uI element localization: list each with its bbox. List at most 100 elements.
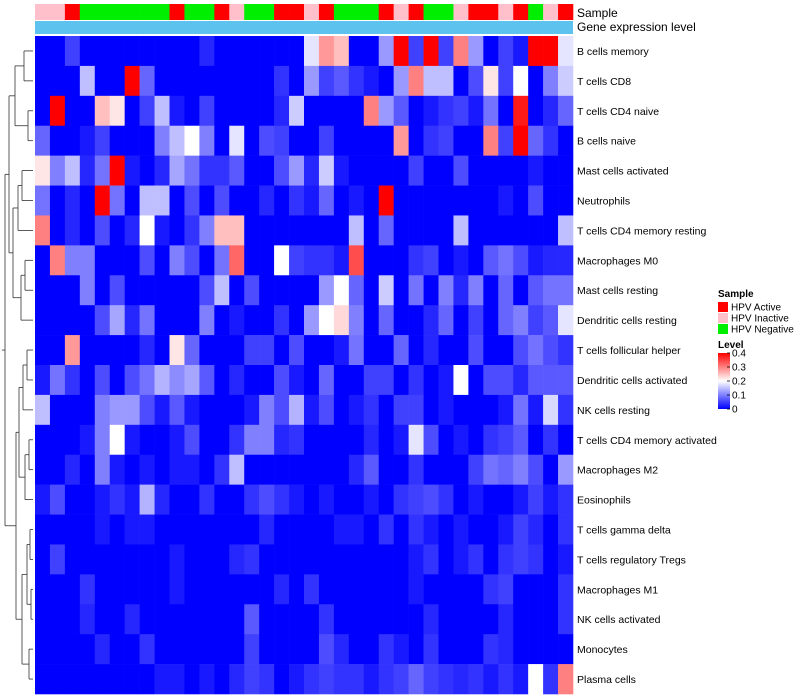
heatmap-cell	[154, 365, 170, 396]
heatmap-cell	[363, 484, 380, 515]
heatmap-cell	[64, 394, 81, 426]
heatmap-cell	[244, 634, 260, 665]
heatmap-cell	[438, 424, 454, 456]
heatmap-cell	[393, 454, 409, 485]
heatmap-cell	[139, 245, 155, 276]
heatmap-cell	[259, 185, 275, 216]
heatmap-cell	[453, 664, 469, 695]
heatmap-cell	[259, 424, 275, 456]
heatmap-cell	[94, 454, 111, 485]
sample-annotation-cell	[393, 4, 409, 20]
heatmap-cell	[318, 36, 335, 67]
heatmap-cell	[543, 634, 559, 665]
heatmap-cell	[348, 305, 365, 336]
heatmap-cell	[259, 95, 275, 127]
heatmap-cell	[318, 185, 335, 216]
heatmap-cell	[259, 275, 275, 306]
sample-annotation-cell	[363, 4, 380, 20]
heatmap-cell	[438, 65, 454, 97]
heatmap-cell	[109, 95, 125, 127]
heatmap-cell	[139, 335, 155, 366]
heatmap-cell	[64, 634, 81, 665]
heatmap-cell	[528, 484, 544, 515]
heatmap-cell	[468, 394, 484, 426]
heatmap-cell	[513, 544, 529, 575]
heatmap-cell	[49, 664, 66, 695]
heatmap-cell	[199, 484, 215, 515]
heatmap-cell	[289, 544, 305, 575]
heatmap-cell	[453, 155, 469, 186]
heatmap-cell	[274, 36, 290, 67]
heatmap-cell	[438, 484, 454, 515]
heatmap-cell	[333, 634, 350, 665]
heatmap-cell	[109, 394, 125, 426]
heatmap-cell	[109, 155, 125, 186]
heatmap-cell	[408, 574, 424, 605]
row-label: B cells memory	[577, 46, 650, 58]
heatmap-cell	[558, 335, 574, 366]
heatmap-cell	[498, 484, 514, 515]
heatmap-cell	[229, 245, 245, 276]
heatmap-cell	[94, 305, 111, 336]
heatmap-cell	[49, 335, 66, 366]
heatmap-cell	[184, 514, 200, 545]
heatmap-cell	[124, 125, 140, 156]
heatmap-cell	[244, 185, 260, 216]
sample-annotation-cell	[109, 4, 125, 20]
heatmap-cell	[348, 574, 365, 605]
heatmap-cell	[109, 215, 125, 246]
heatmap-cell	[378, 394, 394, 426]
heatmap-cell	[513, 125, 529, 156]
heatmap-cell	[199, 215, 215, 246]
heatmap-cell	[184, 544, 200, 575]
heatmap-cell	[64, 365, 81, 396]
sample-annotation-cell	[64, 4, 81, 20]
heatmap-cell	[423, 365, 439, 396]
heatmap-cell	[259, 36, 275, 67]
heatmap-cell	[348, 424, 365, 456]
heatmap-cell	[199, 275, 215, 306]
heatmap-cell	[348, 36, 365, 67]
level-tick-label: 0.3	[732, 363, 746, 374]
sample-annotation-cell	[94, 4, 111, 20]
heatmap-cell	[423, 245, 439, 276]
heatmap-cell	[94, 65, 111, 97]
heatmap-cell	[154, 215, 170, 246]
heatmap-cell	[513, 664, 529, 695]
heatmap-cell	[543, 574, 559, 605]
heatmap-cell	[35, 65, 51, 97]
heatmap-cell	[169, 215, 185, 246]
heatmap-cell	[259, 634, 275, 665]
heatmap-cell	[289, 245, 305, 276]
heatmap-cell	[423, 544, 439, 575]
heatmap-cell	[558, 185, 574, 216]
heatmap-cell	[229, 514, 245, 545]
heatmap-cell	[423, 125, 439, 156]
heatmap-cell	[453, 185, 469, 216]
heatmap-cell	[169, 125, 185, 156]
heatmap-cell	[528, 65, 544, 97]
heatmap-cell	[348, 514, 365, 545]
heatmap-cell	[109, 514, 125, 545]
heatmap-cell	[304, 36, 320, 67]
heatmap-cell	[304, 484, 320, 515]
sample-annotation-cell	[274, 4, 290, 20]
heatmap-cell	[229, 185, 245, 216]
heatmap-cell	[274, 544, 290, 575]
heatmap-cell	[483, 514, 499, 545]
heatmap-cell	[35, 664, 51, 695]
heatmap-cell	[348, 185, 365, 216]
sample-annotation-label: Sample	[577, 6, 618, 20]
heatmap-cell	[333, 424, 350, 456]
heatmap-cell	[154, 454, 170, 485]
heatmap-cell	[289, 335, 305, 366]
sample-annotation-cell	[244, 4, 260, 20]
heatmap-cell	[64, 275, 81, 306]
heatmap-cell	[64, 514, 81, 545]
heatmap-cell	[169, 365, 185, 396]
heatmap-cell	[423, 155, 439, 186]
heatmap-cell	[363, 394, 380, 426]
heatmap-cell	[154, 514, 170, 545]
heatmap-cell	[348, 604, 365, 635]
heatmap-cell	[244, 454, 260, 485]
